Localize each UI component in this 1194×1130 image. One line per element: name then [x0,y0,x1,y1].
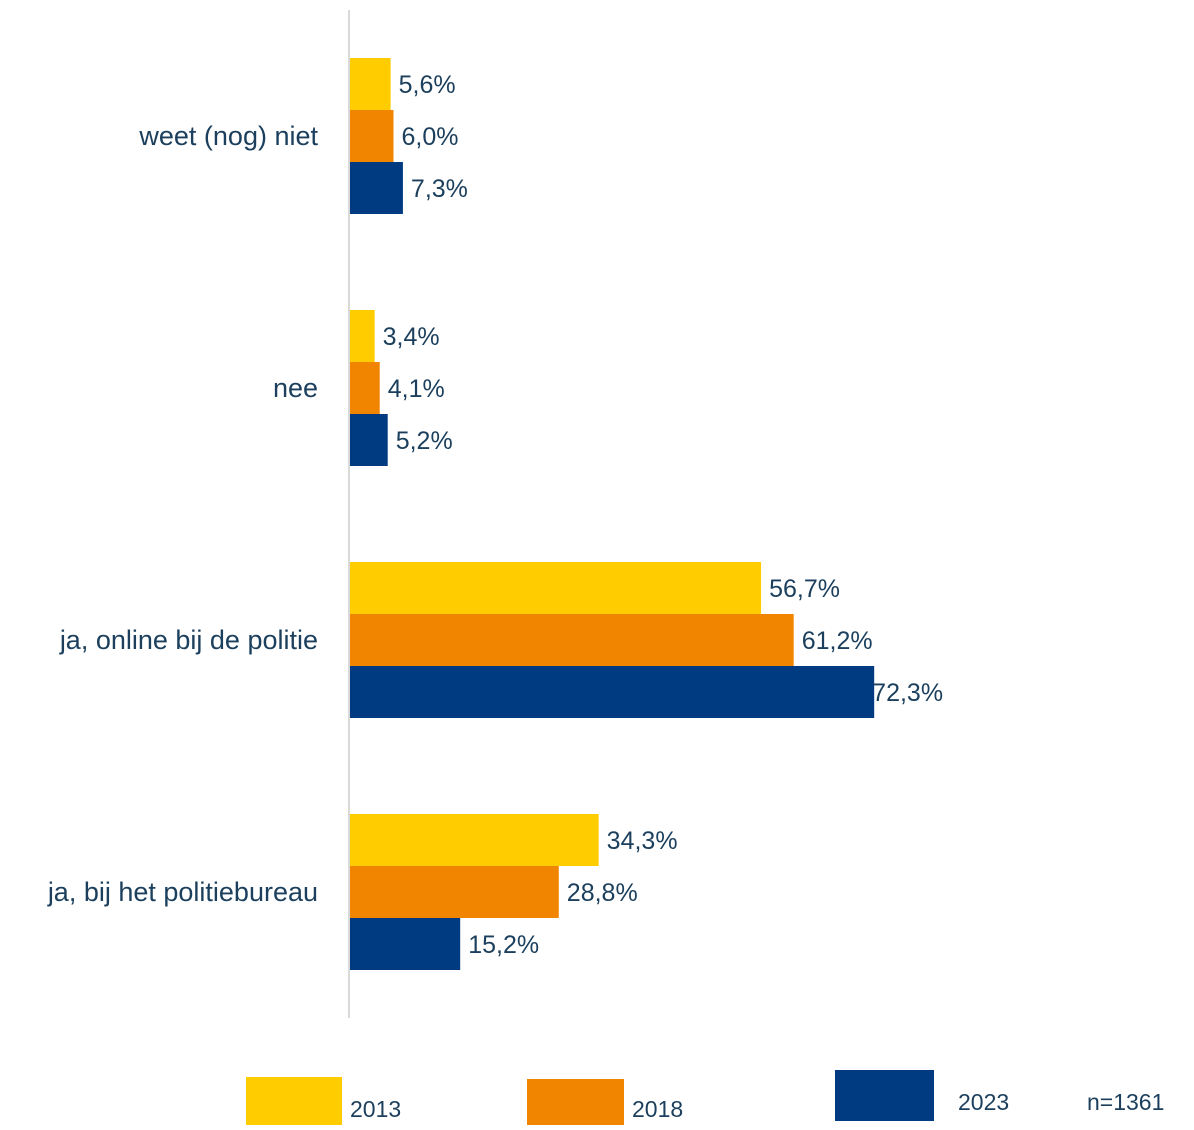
data-label-2018-ja-online-bij-de-politie: 61,2% [802,627,873,655]
data-label-2023-ja-online-bij-de-politie: 72,3% [872,679,943,707]
legend-label-2013: 2013 [350,1096,401,1122]
legend-swatch-2023 [835,1070,934,1121]
sample-size-note: n=1361 [1087,1089,1164,1115]
data-label-2013-ja-online-bij-de-politie: 56,7% [769,575,840,603]
bar-2018-ja-bij-het-politiebureau [350,866,559,918]
value-labels: 5,6% 6,0% 7,3% 3,4% 4,1% 5,2% 56,7% 61,2% 72,3% 3… [383,71,943,959]
bar-2013-ja-online-bij-de-politie [350,562,762,614]
data-label-2018-ja-bij-het-politiebureau: 28,8% [567,879,638,907]
bar-2018-ja-online-bij-de-politie [350,614,794,666]
data-label-2018-weet-nog-niet: 6,0% [402,123,459,151]
bar-2013-ja-bij-het-politiebureau [350,814,599,866]
data-label-2013-nee: 3,4% [383,323,440,351]
data-label-2023-weet-nog-niet: 7,3% [411,175,468,203]
data-label-2013-ja-bij-het-politiebureau: 34,3% [607,827,678,855]
category-label-nee: nee [273,373,318,403]
data-label-2023-ja-bij-het-politiebureau: 15,2% [468,931,539,959]
data-label-2023-nee: 5,2% [396,427,453,455]
category-label-weet-nog-niet: weet (nog) niet [138,121,318,151]
bar-2018-weet-nog-niet [350,110,394,162]
bar-2023-ja-bij-het-politiebureau [350,918,461,970]
bar-2018-nee [350,362,380,414]
bar-2023-ja-online-bij-de-politie [350,666,875,718]
bar-2023-weet-nog-niet [350,162,403,214]
data-label-2013-weet-nog-niet: 5,6% [399,71,456,99]
bar-2023-nee [350,414,388,466]
legend: 2013 2018 2023 [246,1070,1009,1125]
bars-layer [350,58,875,970]
data-label-2018-nee: 4,1% [388,375,445,403]
category-label-ja-online-bij-de-politie: ja, online bij de politie [59,625,318,655]
bar-2013-weet-nog-niet [350,58,391,110]
category-labels: weet (nog) niet nee ja, online bij de poli… [47,121,319,907]
legend-swatch-2018 [527,1079,624,1125]
category-label-ja-bij-het-politiebureau: ja, bij het politiebureau [47,877,318,907]
bar-2013-nee [350,310,375,362]
legend-swatch-2013 [246,1077,342,1125]
legend-label-2023: 2023 [958,1089,1009,1115]
legend-label-2018: 2018 [632,1096,683,1122]
